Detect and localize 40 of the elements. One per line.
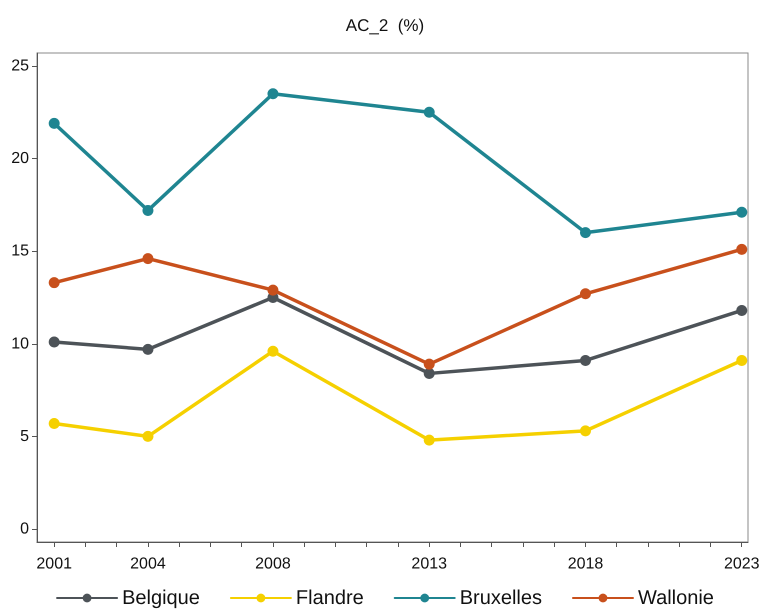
point [142, 344, 154, 355]
y-tick-label: 10 [11, 335, 30, 352]
point [424, 434, 435, 446]
x-tick-label: 2004 [130, 556, 166, 572]
point [142, 204, 154, 216]
y-tick-label: 20 [11, 150, 30, 168]
point [424, 106, 435, 118]
point [142, 430, 154, 442]
chart-title: AC_2 (%) [346, 16, 424, 35]
point [424, 358, 435, 370]
point [580, 227, 591, 238]
point [424, 368, 435, 379]
point [736, 244, 748, 255]
y-tick-label: 0 [20, 520, 30, 538]
point [580, 425, 591, 436]
point [580, 354, 591, 366]
legend-label: Belgique [122, 587, 200, 609]
legend-label: Wallonie [638, 587, 714, 609]
point [267, 346, 278, 357]
point [142, 253, 154, 264]
x-tick-label: 2018 [568, 556, 604, 572]
x-tick-label: 2013 [411, 556, 448, 572]
x-tick-label: 2001 [36, 556, 72, 572]
y-tick-label: 15 [11, 242, 30, 260]
point [48, 118, 60, 129]
point [580, 288, 591, 300]
x-tick-label: 2023 [724, 556, 760, 572]
point [267, 284, 278, 296]
point [48, 336, 60, 348]
point [48, 418, 60, 429]
x-tick-label: 2008 [255, 556, 291, 572]
legend-label: Flandre [296, 587, 364, 609]
point [267, 88, 278, 100]
point [736, 354, 748, 366]
y-tick-label: 25 [11, 57, 30, 74]
y-tick-label: 5 [20, 428, 30, 445]
point [736, 206, 748, 218]
legend-label: Bruxelles [460, 587, 542, 609]
point [48, 277, 60, 288]
point [736, 304, 748, 316]
